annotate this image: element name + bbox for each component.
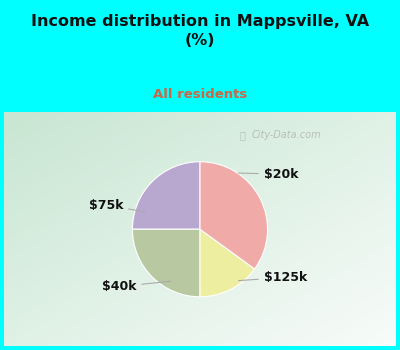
Wedge shape: [200, 162, 268, 269]
Wedge shape: [132, 229, 200, 297]
Text: All residents: All residents: [153, 88, 247, 100]
Text: City-Data.com: City-Data.com: [252, 131, 321, 140]
Text: ⦿: ⦿: [240, 131, 246, 140]
Wedge shape: [132, 162, 200, 229]
Text: Income distribution in Mappsville, VA
(%): Income distribution in Mappsville, VA (%…: [31, 14, 369, 48]
Wedge shape: [200, 229, 255, 297]
Text: $125k: $125k: [238, 271, 307, 284]
Text: $40k: $40k: [102, 280, 171, 293]
Text: $75k: $75k: [88, 198, 146, 212]
Text: $20k: $20k: [238, 168, 298, 181]
